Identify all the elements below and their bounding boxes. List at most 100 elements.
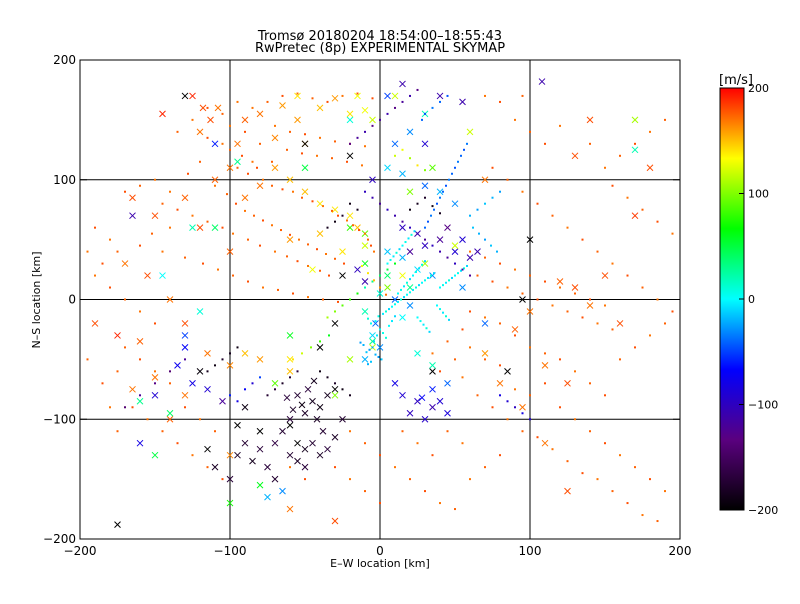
data-point-dot [256, 166, 258, 169]
data-point-dot [386, 262, 389, 265]
data-point-dot [484, 466, 486, 469]
data-point-cross [181, 332, 189, 339]
data-point-cross [249, 457, 256, 465]
data-point-dot [236, 100, 239, 103]
data-point-cross [271, 164, 279, 172]
data-point-dot [316, 154, 318, 157]
data-point-dot [236, 400, 239, 403]
data-point-dot [397, 292, 399, 295]
data-point-cross [459, 98, 466, 106]
x-tick-label: −200 [64, 544, 97, 558]
data-point-dot [346, 160, 348, 163]
data-point-cross [346, 152, 354, 160]
data-point-dot [371, 280, 374, 283]
data-point-dot [451, 276, 453, 279]
data-point-cross [319, 427, 327, 435]
chart-title: Tromsø 20180204 18:54:00–18:55:43 [257, 29, 502, 44]
data-point-cross [226, 499, 234, 507]
data-point-dot [229, 352, 231, 355]
data-point-dot [664, 118, 666, 121]
data-point-cross [399, 224, 406, 232]
data-point-cross [181, 194, 189, 202]
data-point-dot [446, 430, 449, 433]
data-point-cross [294, 92, 301, 100]
data-point-dot [307, 264, 309, 267]
data-point-dot [521, 292, 524, 295]
data-point-dot [364, 442, 366, 445]
data-point-dot [101, 382, 104, 385]
data-point-dot [406, 293, 408, 296]
data-point-dot [394, 466, 396, 469]
data-point-dot [206, 106, 209, 109]
data-point-dot [611, 184, 614, 187]
data-point-dot [401, 148, 404, 151]
data-point-cross [313, 415, 321, 423]
data-point-dot [364, 130, 366, 133]
data-point-dot [385, 293, 387, 296]
data-point-dot [551, 448, 554, 451]
data-point-cross [331, 385, 339, 393]
data-point-dot [391, 305, 393, 308]
data-point-dot [109, 238, 111, 241]
data-point-dot [484, 94, 486, 97]
data-point-cross [159, 272, 166, 279]
data-point-cross [279, 427, 286, 435]
data-point-dot [626, 196, 629, 199]
data-point-dot [421, 118, 423, 121]
data-point-cross [234, 451, 241, 459]
data-point-cross [166, 296, 174, 303]
data-point-dot [410, 233, 413, 236]
data-point-dot [391, 320, 393, 323]
data-point-dot [397, 300, 399, 303]
data-point-dot [326, 316, 329, 319]
data-point-dot [466, 142, 468, 145]
data-point-dot [641, 286, 644, 289]
data-point-dot [422, 323, 425, 326]
data-point-dot [232, 274, 234, 277]
colorbar-tick-label: −200 [748, 504, 778, 517]
data-point-cross [631, 116, 639, 124]
data-point-dot [334, 466, 336, 469]
data-point-dot [407, 237, 410, 240]
data-point-dot [521, 190, 524, 193]
data-point-dot [604, 442, 606, 445]
data-point-dot [229, 148, 231, 151]
data-point-dot [386, 208, 389, 211]
data-point-dot [206, 370, 209, 373]
data-point-cross [331, 320, 339, 327]
data-point-dot [334, 310, 336, 313]
data-point-dot [409, 208, 411, 211]
data-point-dot [139, 184, 141, 187]
data-point-cross [294, 439, 301, 447]
data-point-dot [307, 243, 309, 246]
data-point-dot [169, 382, 171, 385]
data-point-dot [124, 190, 126, 193]
data-point-dot [343, 262, 345, 265]
data-point-dot [649, 334, 651, 337]
data-point-dot [491, 406, 494, 409]
data-point-cross [586, 302, 594, 309]
data-point-cross [399, 391, 406, 399]
data-point-dot [574, 370, 576, 373]
data-point-dot [281, 94, 284, 97]
data-point-dot [403, 285, 405, 288]
data-point-cross [414, 397, 421, 405]
data-point-cross [436, 92, 444, 100]
data-point-cross [384, 284, 391, 291]
data-point-dot [94, 274, 96, 277]
data-point-cross [361, 356, 369, 363]
data-point-cross [384, 248, 391, 255]
data-point-cross [406, 302, 414, 309]
data-point-dot [589, 142, 591, 145]
data-point-cross [159, 110, 166, 118]
data-point-dot [664, 490, 666, 493]
data-point-dot [191, 214, 194, 217]
data-point-cross [406, 128, 414, 136]
data-point-dot [529, 346, 531, 349]
data-point-dot [433, 272, 435, 275]
data-point-dot [247, 238, 249, 241]
data-point-dot [416, 442, 419, 445]
data-point-dot [409, 157, 411, 160]
data-point-dot [442, 311, 444, 314]
data-point-cross [354, 92, 361, 100]
